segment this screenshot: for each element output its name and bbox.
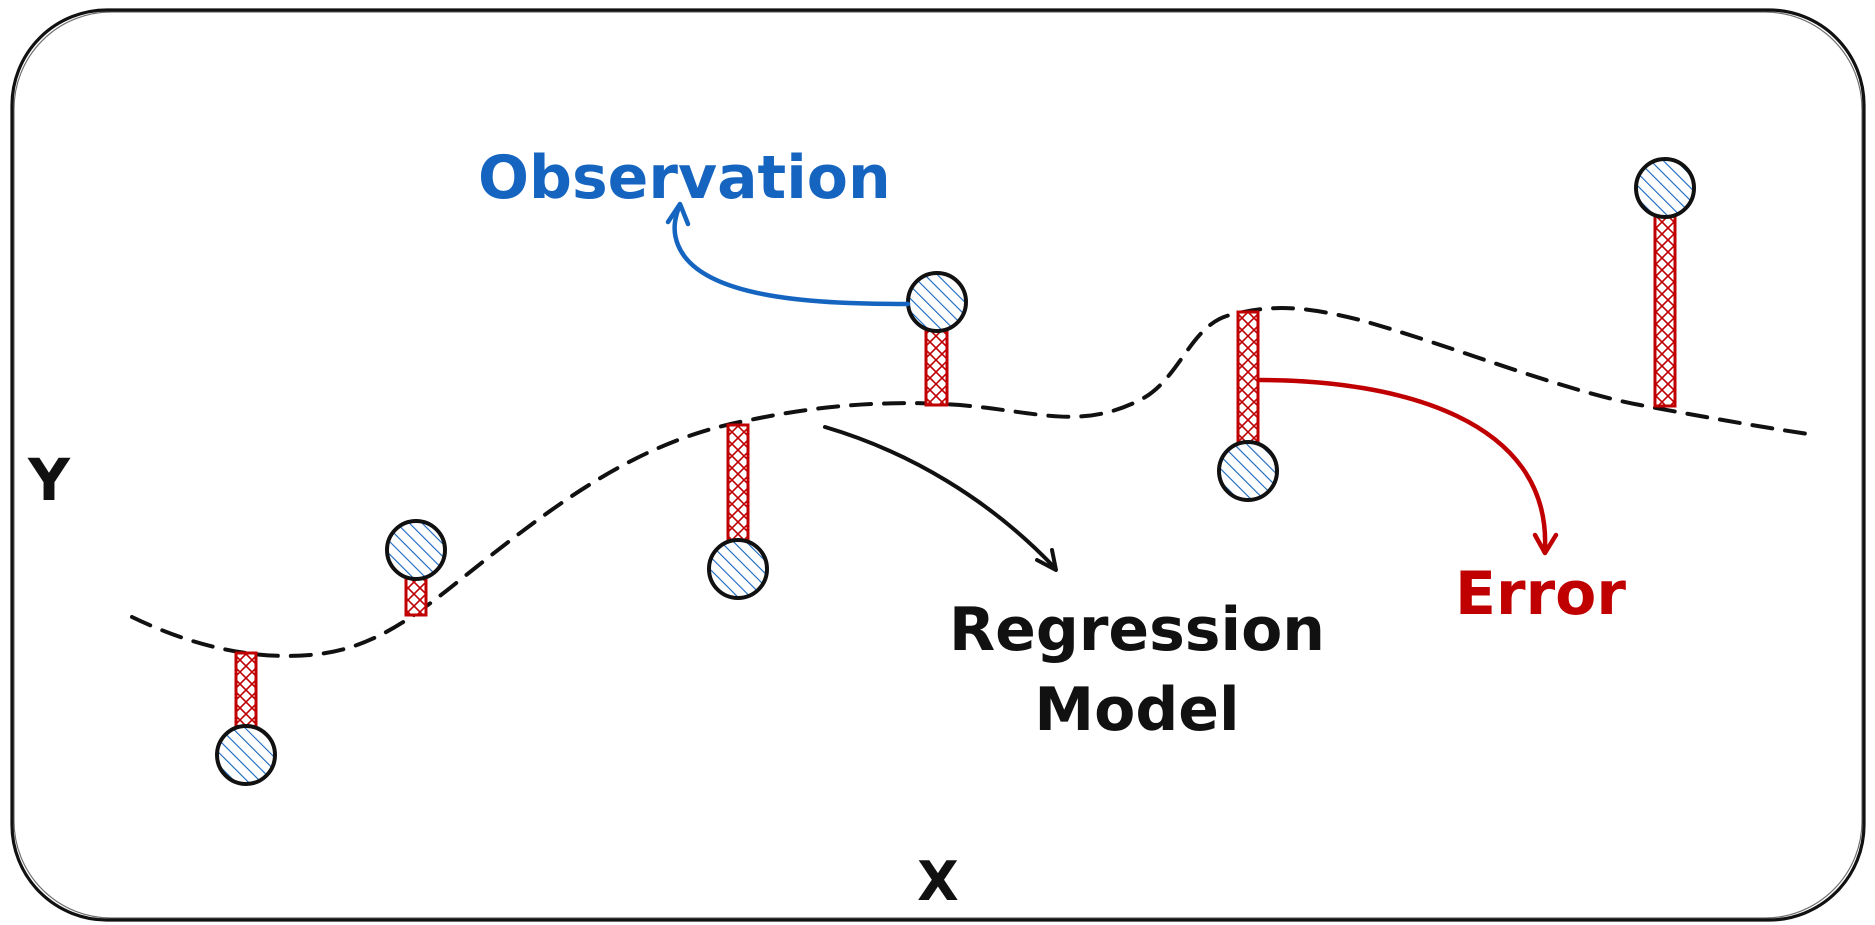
regression-curve bbox=[130, 306, 1817, 658]
observation-point bbox=[906, 271, 968, 333]
error-bar bbox=[1236, 310, 1260, 447]
observation-point bbox=[215, 724, 277, 786]
observation-arrowhead bbox=[665, 201, 691, 227]
regression-model-arrow bbox=[823, 425, 1056, 569]
error-bar bbox=[234, 651, 258, 729]
observation-point bbox=[1217, 440, 1279, 502]
x-axis-label: X bbox=[917, 850, 959, 913]
error-arrowhead bbox=[1532, 532, 1559, 556]
observation-arrow bbox=[672, 204, 911, 307]
error-bar bbox=[924, 327, 949, 407]
regression-model-label-line2: Model bbox=[1034, 675, 1239, 745]
diagram-frame-sketch-line bbox=[13, 11, 1863, 919]
observation-point bbox=[707, 538, 769, 600]
observation-point bbox=[1634, 157, 1696, 219]
error-label: Error bbox=[1455, 559, 1626, 629]
error-bar bbox=[1653, 212, 1677, 408]
regression-model-arrowhead bbox=[1035, 548, 1058, 572]
error-arrow bbox=[1257, 377, 1548, 551]
observation-label: Observation bbox=[478, 143, 891, 213]
error-bar bbox=[726, 423, 750, 544]
observation-point bbox=[385, 519, 447, 581]
regression-model-label-line1: Regression bbox=[949, 595, 1325, 665]
diagram-frame bbox=[10, 8, 1866, 922]
y-axis-label: Y bbox=[27, 446, 71, 514]
